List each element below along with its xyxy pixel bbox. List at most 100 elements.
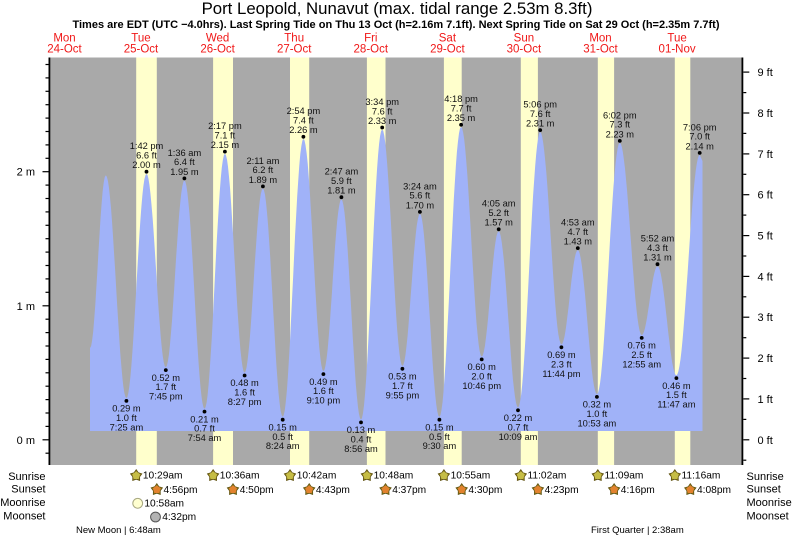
svg-text:4:50pm: 4:50pm (240, 485, 274, 496)
svg-text:1.57 m: 1.57 m (484, 218, 513, 228)
svg-text:Mon: Mon (589, 32, 611, 44)
svg-text:6 ft: 6 ft (758, 190, 773, 202)
svg-text:2:54 pm: 2:54 pm (287, 106, 321, 116)
svg-text:1.5 ft: 1.5 ft (666, 390, 687, 400)
svg-text:0.69 m: 0.69 m (547, 350, 576, 360)
svg-text:2.14 m: 2.14 m (685, 141, 714, 151)
svg-text:01-Nov: 01-Nov (659, 44, 696, 56)
svg-text:11:09am: 11:09am (605, 471, 644, 482)
svg-text:1.43 m: 1.43 m (564, 237, 593, 247)
svg-text:1.7 ft: 1.7 ft (155, 382, 176, 392)
svg-text:2.5 ft: 2.5 ft (631, 350, 652, 360)
svg-text:0 ft: 0 ft (758, 435, 773, 447)
svg-text:10:46 pm: 10:46 pm (462, 381, 501, 391)
svg-text:31-Oct: 31-Oct (583, 44, 618, 56)
svg-text:8:56 am: 8:56 am (344, 444, 378, 454)
svg-text:10:53 am: 10:53 am (578, 418, 617, 428)
svg-text:1.0 ft: 1.0 ft (116, 413, 137, 423)
svg-text:5.9 ft: 5.9 ft (331, 176, 352, 186)
svg-text:2 m: 2 m (17, 167, 35, 179)
svg-text:Moonrise: Moonrise (747, 497, 792, 509)
svg-text:12:55 am: 12:55 am (622, 359, 661, 369)
svg-text:First Quarter | 2:38am: First Quarter | 2:38am (591, 525, 684, 536)
svg-text:0.52 m: 0.52 m (152, 373, 181, 383)
svg-text:Port Leopold, Nunavut (max. ti: Port Leopold, Nunavut (max. tidal range … (202, 0, 593, 18)
svg-text:4:30pm: 4:30pm (468, 485, 502, 496)
svg-text:0.29 m: 0.29 m (112, 404, 141, 414)
svg-text:4:16pm: 4:16pm (621, 485, 655, 496)
svg-text:7.6 ft: 7.6 ft (530, 109, 551, 119)
svg-text:3:24 am: 3:24 am (403, 181, 437, 191)
svg-text:Wed: Wed (206, 32, 229, 44)
svg-text:Moonrise: Moonrise (0, 497, 45, 509)
svg-text:2.15 m: 2.15 m (211, 140, 240, 150)
svg-text:4:08pm: 4:08pm (697, 485, 731, 496)
svg-text:1:36 am: 1:36 am (168, 148, 202, 158)
svg-text:4:18 pm: 4:18 pm (444, 94, 478, 104)
svg-text:5 ft: 5 ft (758, 231, 773, 243)
svg-text:4 ft: 4 ft (758, 271, 773, 283)
svg-text:0.15 m: 0.15 m (268, 422, 297, 432)
svg-text:11:16am: 11:16am (682, 471, 721, 482)
svg-text:4:56pm: 4:56pm (164, 485, 198, 496)
svg-text:Tue: Tue (131, 32, 150, 44)
svg-text:1.7 ft: 1.7 ft (392, 381, 413, 391)
svg-text:27-Oct: 27-Oct (277, 44, 312, 56)
svg-text:0.49 m: 0.49 m (309, 377, 338, 387)
svg-text:2.33 m: 2.33 m (368, 116, 397, 126)
svg-text:6.2 ft: 6.2 ft (253, 165, 274, 175)
svg-text:6:02 pm: 6:02 pm (603, 110, 637, 120)
svg-text:4:43pm: 4:43pm (316, 485, 350, 496)
svg-text:0.22 m: 0.22 m (504, 413, 533, 423)
svg-text:New Moon | 6:48am: New Moon | 6:48am (76, 525, 161, 536)
svg-text:2.31 m: 2.31 m (526, 119, 555, 129)
svg-text:Moonset: Moonset (3, 511, 45, 523)
svg-text:11:47 am: 11:47 am (657, 400, 695, 410)
svg-text:4.3 ft: 4.3 ft (647, 243, 668, 253)
svg-text:2 ft: 2 ft (758, 353, 773, 365)
svg-text:0.76 m: 0.76 m (627, 341, 656, 351)
svg-text:6.6 ft: 6.6 ft (136, 151, 157, 161)
svg-text:8 ft: 8 ft (758, 108, 773, 120)
svg-text:1.6 ft: 1.6 ft (313, 386, 334, 396)
svg-text:Mon: Mon (53, 32, 75, 44)
svg-text:Moonset: Moonset (747, 511, 789, 523)
svg-text:0.21 m: 0.21 m (190, 414, 219, 424)
svg-text:2:11 am: 2:11 am (246, 156, 279, 166)
svg-text:24-Oct: 24-Oct (47, 44, 82, 56)
svg-text:2.35 m: 2.35 m (447, 113, 476, 123)
svg-text:Sunset: Sunset (747, 484, 781, 496)
svg-text:7.0 ft: 7.0 ft (689, 132, 710, 142)
svg-text:5.2 ft: 5.2 ft (488, 208, 509, 218)
svg-text:0.7 ft: 0.7 ft (508, 422, 529, 432)
svg-text:Sunrise: Sunrise (747, 471, 784, 483)
svg-text:8:24 am: 8:24 am (266, 441, 300, 451)
svg-text:1.31 m: 1.31 m (643, 253, 672, 263)
svg-text:7.4 ft: 7.4 ft (293, 116, 314, 126)
svg-text:2.26 m: 2.26 m (289, 125, 318, 135)
svg-text:7.1 ft: 7.1 ft (215, 130, 236, 140)
svg-text:9:30 am: 9:30 am (423, 441, 457, 451)
svg-text:10:36am: 10:36am (220, 471, 260, 482)
svg-text:10:29am: 10:29am (143, 471, 183, 482)
svg-text:2.23 m: 2.23 m (606, 129, 635, 139)
svg-text:7 ft: 7 ft (758, 149, 773, 161)
svg-text:30-Oct: 30-Oct (507, 44, 542, 56)
svg-text:2:47 am: 2:47 am (325, 167, 359, 177)
svg-text:0.4 ft: 0.4 ft (351, 435, 372, 445)
svg-text:Times are EDT (UTC −4.0hrs). L: Times are EDT (UTC −4.0hrs). Last Spring… (72, 19, 719, 31)
svg-text:7:45 pm: 7:45 pm (149, 392, 183, 402)
svg-text:0.13 m: 0.13 m (347, 425, 376, 435)
svg-text:26-Oct: 26-Oct (200, 44, 235, 56)
svg-text:11:44 pm: 11:44 pm (542, 369, 580, 379)
svg-text:5.6 ft: 5.6 ft (410, 191, 431, 201)
svg-text:0.5 ft: 0.5 ft (429, 432, 450, 442)
svg-text:10:48am: 10:48am (374, 471, 414, 482)
svg-text:0.15 m: 0.15 m (425, 422, 454, 432)
svg-text:1.81 m: 1.81 m (327, 186, 356, 196)
svg-text:7:25 am: 7:25 am (110, 422, 144, 432)
svg-text:7:06 pm: 7:06 pm (683, 122, 717, 132)
svg-text:0.7 ft: 0.7 ft (194, 424, 215, 434)
svg-text:10:58am: 10:58am (144, 499, 184, 510)
svg-text:6.4 ft: 6.4 ft (174, 157, 195, 167)
